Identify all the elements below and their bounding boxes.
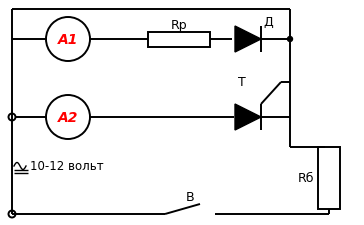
Text: A1: A1 — [58, 33, 78, 47]
Text: Д: Д — [263, 16, 273, 28]
Bar — [318, 147, 340, 209]
Circle shape — [288, 37, 293, 42]
Text: 10-12 вольт: 10-12 вольт — [30, 160, 104, 173]
Polygon shape — [235, 27, 261, 53]
Bar — [148, 33, 210, 48]
Text: В: В — [186, 191, 194, 204]
Text: Rp: Rp — [171, 18, 187, 31]
Polygon shape — [235, 105, 261, 130]
Text: Rб: Rб — [298, 172, 314, 185]
Text: T: T — [238, 76, 246, 89]
Text: A2: A2 — [58, 110, 78, 124]
